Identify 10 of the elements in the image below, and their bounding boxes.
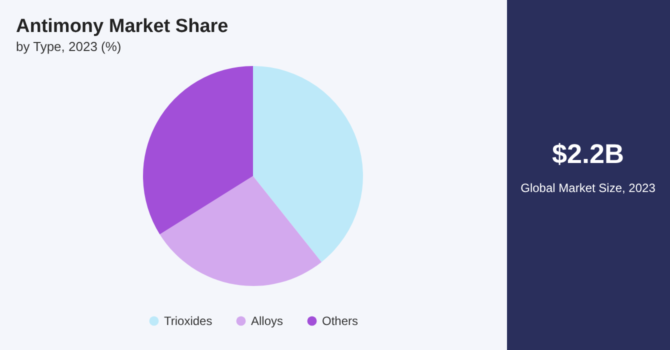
- legend-label: Others: [322, 314, 358, 328]
- pie-slice: [143, 66, 253, 234]
- pie-slice: [253, 66, 363, 262]
- pie-slice: [160, 176, 322, 286]
- legend-label: Alloys: [251, 314, 284, 328]
- chart-title: Antimony Market Share: [16, 16, 228, 37]
- chart-subtitle: by Type, 2023 (%): [16, 39, 122, 54]
- text: Global Market Size, 2023: [520, 181, 656, 195]
- legend-label: Trioxides: [164, 314, 212, 328]
- text: $2.2B: [552, 139, 624, 169]
